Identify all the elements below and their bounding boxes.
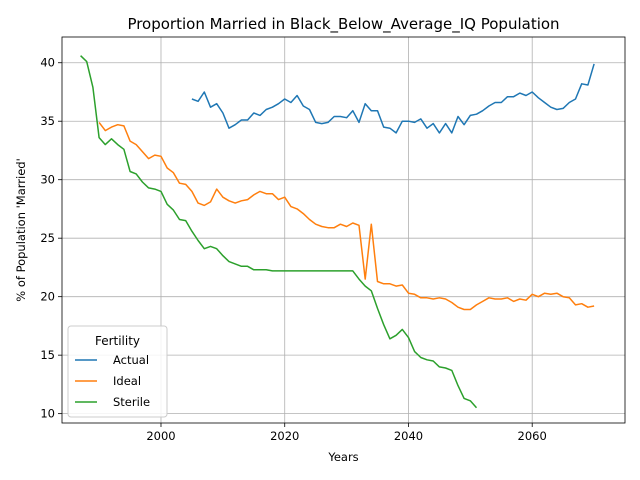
y-tick-label: 10 <box>40 407 55 421</box>
series-line-ideal <box>98 121 595 311</box>
series-lines <box>80 55 595 409</box>
legend-label-sterile: Sterile <box>113 395 150 409</box>
plot-frame <box>61 36 626 424</box>
y-tick-label: 15 <box>40 348 55 362</box>
x-tick-label: 2020 <box>270 429 299 443</box>
legend-label-actual: Actual <box>113 353 149 367</box>
y-tick-label: 35 <box>40 114 55 128</box>
x-tick-label: 2000 <box>146 429 175 443</box>
legend: Fertility Actual Ideal Sterile <box>67 325 168 418</box>
legend-title: Fertility <box>95 334 140 348</box>
x-tick-label: 2060 <box>518 429 547 443</box>
y-tick-label: 25 <box>40 231 55 245</box>
y-axis: 10 15 20 25 30 35 40 <box>40 56 62 421</box>
series-line-sterile <box>80 55 478 409</box>
x-axis: 2000 2020 2040 2060 <box>146 423 547 443</box>
x-axis-label: Years <box>327 450 358 464</box>
y-axis-label: % of Population 'Married' <box>14 158 28 302</box>
legend-box <box>67 325 168 418</box>
x-tick-label: 2040 <box>394 429 423 443</box>
y-tick-label: 20 <box>40 290 55 304</box>
legend-label-ideal: Ideal <box>113 374 141 388</box>
chart-title: Proportion Married in Black_Below_Averag… <box>127 15 559 34</box>
y-tick-label: 30 <box>40 173 55 187</box>
series-line-actual <box>191 63 595 134</box>
y-tick-label: 40 <box>40 56 55 70</box>
